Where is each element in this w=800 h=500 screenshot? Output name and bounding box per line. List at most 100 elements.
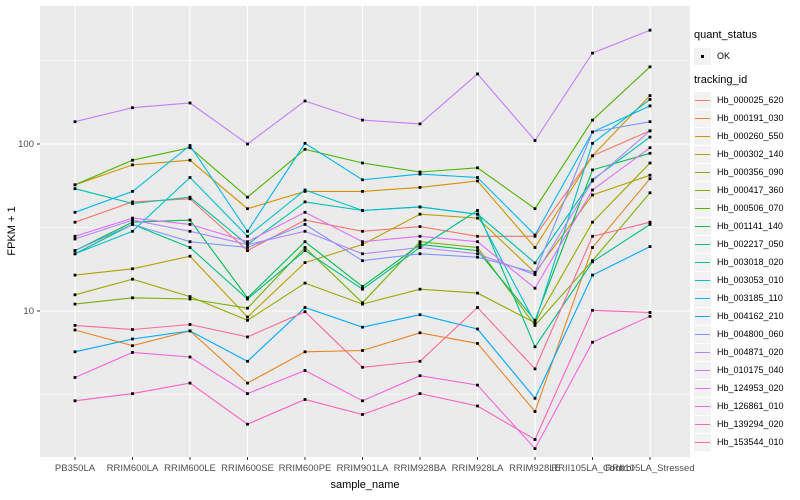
data-point-marker xyxy=(131,202,134,205)
data-point-marker xyxy=(476,176,479,179)
data-point-marker xyxy=(188,195,192,199)
data-point-marker xyxy=(73,399,77,403)
data-point-marker xyxy=(361,229,364,233)
legend-item-Hb_000356_090: Hb_000356_090 xyxy=(694,163,784,181)
data-point-marker xyxy=(361,301,364,305)
legend-item-Hb_000506_070: Hb_000506_070 xyxy=(694,199,784,217)
data-point-marker xyxy=(188,146,192,150)
data-point-marker xyxy=(418,212,422,216)
data-point-marker xyxy=(476,212,479,216)
data-point-marker xyxy=(73,210,77,214)
data-point-marker xyxy=(533,286,537,290)
data-point-marker xyxy=(533,324,537,327)
data-point-marker xyxy=(648,104,652,108)
legend-key-box xyxy=(694,289,711,307)
data-point-marker xyxy=(418,186,422,189)
series-color-line-icon xyxy=(695,99,710,101)
data-point-marker xyxy=(418,172,422,176)
data-point-marker xyxy=(303,310,307,314)
data-point-marker xyxy=(73,376,77,379)
data-point-marker xyxy=(648,151,652,155)
legend-item-Hb_003018_020: Hb_003018_020 xyxy=(694,253,784,271)
data-point-marker xyxy=(246,240,249,244)
data-point-marker xyxy=(418,240,422,244)
legend-key-box xyxy=(694,253,711,271)
legend-item-label: Hb_000191_030 xyxy=(717,113,784,123)
data-point-marker xyxy=(361,243,364,246)
data-point-marker xyxy=(648,223,652,226)
data-point-marker xyxy=(418,331,422,335)
series-color-line-icon xyxy=(695,333,710,335)
x-tick-label: RRIM928LE xyxy=(509,463,561,474)
data-point-marker xyxy=(246,335,249,339)
data-point-marker xyxy=(73,350,77,354)
data-point-marker xyxy=(648,146,652,150)
data-point-marker xyxy=(361,190,364,193)
data-point-marker xyxy=(476,404,479,408)
data-point-marker xyxy=(131,267,134,271)
legend-item-Hb_003185_110: Hb_003185_110 xyxy=(694,289,783,307)
legend-item-Hb_000417_360: Hb_000417_360 xyxy=(694,181,784,199)
data-point-marker xyxy=(246,359,249,363)
data-point-marker xyxy=(476,383,479,387)
x-tick-label: PB350LA xyxy=(55,463,96,474)
legend-item-label: Hb_003018_020 xyxy=(717,257,784,267)
data-point-marker xyxy=(246,249,249,252)
data-point-marker xyxy=(188,240,192,244)
legend-key-box xyxy=(694,397,711,415)
data-point-marker xyxy=(591,168,594,172)
series-color-line-icon xyxy=(695,423,710,425)
data-point-marker xyxy=(303,246,307,249)
data-point-marker xyxy=(591,273,594,277)
legend-item-Hb_000302_140: Hb_000302_140 xyxy=(694,145,784,163)
legend-item-Hb_004800_060: Hb_004800_060 xyxy=(694,325,784,343)
series-color-line-icon xyxy=(695,207,710,209)
data-point-marker xyxy=(533,273,537,277)
data-point-marker xyxy=(361,252,364,256)
series-color-line-icon xyxy=(695,153,710,155)
data-point-marker xyxy=(648,65,652,69)
data-point-marker xyxy=(533,447,537,450)
data-point-marker xyxy=(131,218,134,222)
data-point-marker xyxy=(73,324,77,327)
legend-key-box xyxy=(694,379,711,397)
data-point-marker xyxy=(131,277,134,281)
legend-key-box xyxy=(694,145,711,163)
data-point-marker xyxy=(648,98,652,101)
data-point-marker xyxy=(476,252,479,256)
data-point-marker xyxy=(648,220,652,224)
data-point-marker xyxy=(131,223,134,226)
legend-item-Hb_139294_020: Hb_139294_020 xyxy=(694,415,784,433)
data-point-marker xyxy=(533,233,537,237)
data-point-marker xyxy=(361,259,364,263)
data-point-marker xyxy=(418,170,422,174)
series-color-line-icon xyxy=(695,171,710,173)
legend-item-label: Hb_000302_140 xyxy=(717,149,784,159)
data-point-marker xyxy=(246,246,249,249)
data-point-marker xyxy=(418,225,422,228)
data-point-marker xyxy=(73,120,77,124)
data-point-marker xyxy=(188,223,192,226)
x-tick-label: RRIM928LA xyxy=(452,463,504,474)
data-point-marker xyxy=(476,249,479,252)
data-point-marker xyxy=(533,321,537,325)
data-point-marker xyxy=(591,340,594,344)
data-point-marker xyxy=(533,438,537,441)
data-point-marker xyxy=(418,246,422,249)
data-point-marker xyxy=(73,302,77,306)
legend-item-Hb_003053_010: Hb_003053_010 xyxy=(694,271,784,289)
data-point-marker xyxy=(131,229,134,233)
data-point-marker xyxy=(303,200,307,204)
data-point-marker xyxy=(591,118,594,122)
legend-item-Hb_004871_020: Hb_004871_020 xyxy=(694,343,784,361)
series-color-line-icon xyxy=(695,279,710,281)
data-point-marker xyxy=(131,163,134,167)
x-tick-label: RRIM901LA xyxy=(337,463,389,474)
data-point-marker xyxy=(303,369,307,372)
data-point-marker xyxy=(648,177,652,181)
data-point-marker xyxy=(131,296,134,300)
data-point-marker xyxy=(73,187,77,191)
legend-key-box xyxy=(694,217,711,235)
data-point-marker xyxy=(188,355,192,359)
